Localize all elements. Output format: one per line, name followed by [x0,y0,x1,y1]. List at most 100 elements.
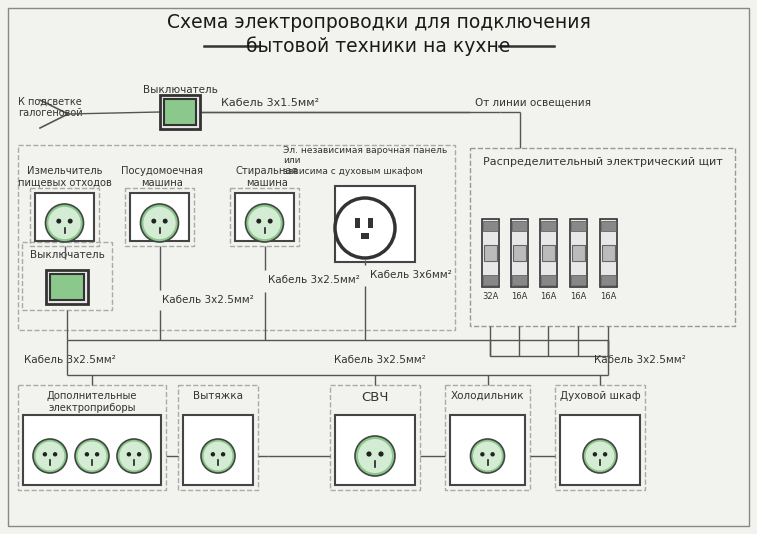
Bar [560,415,640,485]
Bar [335,186,415,262]
Bar [470,148,735,326]
Bar [572,245,584,261]
Text: Кабель 3х2.5мм²: Кабель 3х2.5мм² [163,295,254,305]
Text: Стиральная
машина: Стиральная машина [235,166,298,187]
Text: Измельчитель
пищевых отходов: Измельчитель пищевых отходов [17,166,111,187]
Circle shape [117,439,151,473]
Bar [230,188,299,246]
Text: Холодильник: Холодильник [450,391,525,401]
Bar [330,385,420,490]
Circle shape [358,439,392,473]
Circle shape [45,204,83,242]
Circle shape [378,451,384,457]
Bar [160,95,200,129]
Circle shape [583,439,617,473]
Circle shape [48,207,81,239]
Circle shape [586,442,615,470]
Bar [445,385,530,490]
Circle shape [593,452,597,457]
Circle shape [480,452,484,457]
Bar [540,219,556,287]
Bar [178,385,258,490]
Bar [361,232,369,239]
Text: Посудомоечная
машина: Посудомоечная машина [121,166,203,187]
Bar [482,275,497,285]
Circle shape [143,207,176,239]
Text: Кабель 3х1.5мм²: Кабель 3х1.5мм² [221,98,319,108]
Bar [18,145,455,330]
Circle shape [471,439,504,473]
Text: Схема электропроводки для подключения: Схема электропроводки для подключения [167,12,590,32]
Circle shape [491,452,495,457]
Bar [235,193,294,241]
Text: Выключатель: Выключатель [142,85,217,95]
Circle shape [77,442,107,470]
Text: От линии освещения: От линии освещения [475,98,591,108]
Circle shape [151,218,156,224]
Text: бытовой техники на кухне: бытовой техники на кухне [246,36,511,56]
Circle shape [366,451,372,457]
Bar [481,219,499,287]
Bar [164,99,196,125]
Bar [555,385,645,490]
Bar [355,217,360,228]
Circle shape [56,218,61,224]
Circle shape [36,442,64,470]
Text: К подсветке
галогеновой: К подсветке галогеновой [18,96,83,118]
Bar [571,275,585,285]
Bar [512,245,525,261]
Circle shape [204,442,232,470]
Bar [23,415,161,485]
Bar [50,274,84,300]
Bar [46,270,88,304]
Bar [450,415,525,485]
Circle shape [141,204,179,242]
Text: Кабель 3х2.5мм²: Кабель 3х2.5мм² [24,355,116,365]
Circle shape [268,218,273,224]
Circle shape [53,452,58,457]
Circle shape [201,439,235,473]
Bar [541,245,554,261]
Circle shape [335,198,395,258]
Bar [512,275,527,285]
Bar [602,245,615,261]
Circle shape [85,452,89,457]
Bar [569,219,587,287]
Circle shape [67,218,73,224]
Circle shape [603,452,607,457]
Bar [369,217,372,228]
Text: Эл. независимая варочная панель
или
зависима с духовым шкафом: Эл. независимая варочная панель или зави… [283,146,447,176]
Bar [484,245,497,261]
Text: Кабель 3х2.5мм²: Кабель 3х2.5мм² [267,275,360,285]
Text: Дополнительные
электроприборы: Дополнительные электроприборы [47,391,137,413]
Circle shape [163,218,167,224]
Circle shape [126,452,131,457]
Bar [510,219,528,287]
Text: Кабель 3х2.5мм²: Кабель 3х2.5мм² [334,355,426,365]
Bar [130,193,189,241]
Text: Кабель 3х2.5мм²: Кабель 3х2.5мм² [594,355,686,365]
Bar [35,193,94,241]
Bar [125,188,194,246]
Text: Кабель 3х6мм²: Кабель 3х6мм² [370,270,452,280]
Circle shape [33,439,67,473]
Text: Вытяжка: Вытяжка [193,391,243,401]
Bar [600,275,615,285]
Circle shape [248,207,281,239]
Circle shape [75,439,109,473]
Circle shape [473,442,502,470]
Text: Выключатель: Выключатель [30,250,104,260]
Bar [600,219,616,287]
Bar [18,385,166,490]
Circle shape [355,436,395,476]
Bar [482,221,497,231]
Text: СВЧ: СВЧ [361,391,388,404]
Circle shape [221,452,226,457]
Bar [22,242,112,310]
Text: 16А: 16А [570,292,586,301]
Bar [335,415,415,485]
Text: 16А: 16А [540,292,556,301]
Text: Духовой шкаф: Духовой шкаф [559,391,640,401]
Circle shape [120,442,148,470]
Circle shape [137,452,142,457]
